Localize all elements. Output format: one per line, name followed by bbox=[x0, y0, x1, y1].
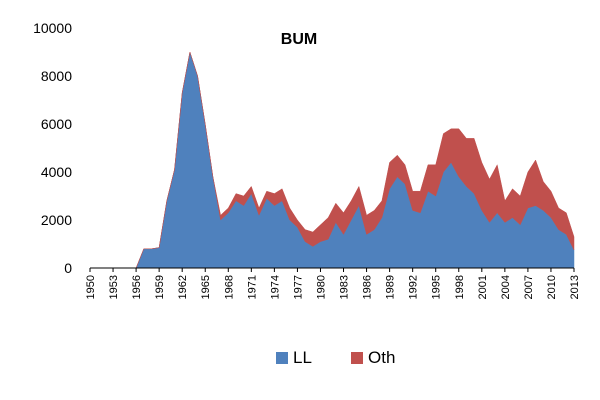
x-tick-label: 2010 bbox=[546, 275, 558, 299]
x-tick-label: 1980 bbox=[315, 275, 327, 299]
x-tick-label: 1959 bbox=[154, 275, 166, 299]
plot-area bbox=[90, 51, 575, 269]
legend: LL Oth bbox=[276, 348, 395, 367]
area-series-ll bbox=[90, 51, 575, 269]
x-tick-label: 1950 bbox=[85, 275, 97, 299]
x-tick-label: 1986 bbox=[362, 275, 374, 299]
y-tick-label: 2000 bbox=[41, 212, 72, 228]
y-tick-label: 8000 bbox=[41, 68, 72, 84]
x-tick-label: 1983 bbox=[339, 275, 351, 299]
legend-swatch-oth bbox=[351, 352, 363, 364]
x-tick-label: 1962 bbox=[177, 275, 189, 299]
legend-label-oth: Oth bbox=[368, 348, 395, 367]
y-tick-label: 4000 bbox=[41, 164, 72, 180]
x-tick-label: 1998 bbox=[454, 275, 466, 299]
area-series-oth bbox=[90, 51, 575, 269]
y-axis-ticks: 0 2000 4000 6000 8000 10000 bbox=[33, 20, 72, 276]
x-tick-label: 1953 bbox=[108, 275, 120, 299]
x-tick-label: 1968 bbox=[223, 275, 235, 299]
y-tick-label: 6000 bbox=[41, 116, 72, 132]
x-tick-label: 1977 bbox=[292, 275, 304, 299]
x-tick-label: 1992 bbox=[408, 275, 420, 299]
y-tick-label: 0 bbox=[64, 260, 72, 276]
legend-swatch-ll bbox=[276, 352, 288, 364]
x-tick-label: 1956 bbox=[131, 275, 143, 299]
legend-label-ll: LL bbox=[293, 348, 312, 367]
x-tick-label: 2001 bbox=[477, 275, 489, 299]
chart-title: BUM bbox=[281, 31, 317, 48]
x-axis-ticks: 1950 1953 1956 1959 1962 1965 1968 1971 1974 1977… bbox=[85, 268, 581, 299]
x-tick-label: 1989 bbox=[385, 275, 397, 299]
x-tick-label: 2004 bbox=[500, 275, 512, 299]
x-tick-label: 1995 bbox=[431, 275, 443, 299]
x-tick-label: 2007 bbox=[523, 275, 535, 299]
y-tick-label: 10000 bbox=[33, 20, 72, 36]
x-tick-label: 1965 bbox=[200, 275, 212, 299]
x-tick-label: 1971 bbox=[246, 275, 258, 299]
x-tick-label: 2013 bbox=[569, 275, 581, 299]
x-tick-label: 1974 bbox=[269, 275, 281, 299]
